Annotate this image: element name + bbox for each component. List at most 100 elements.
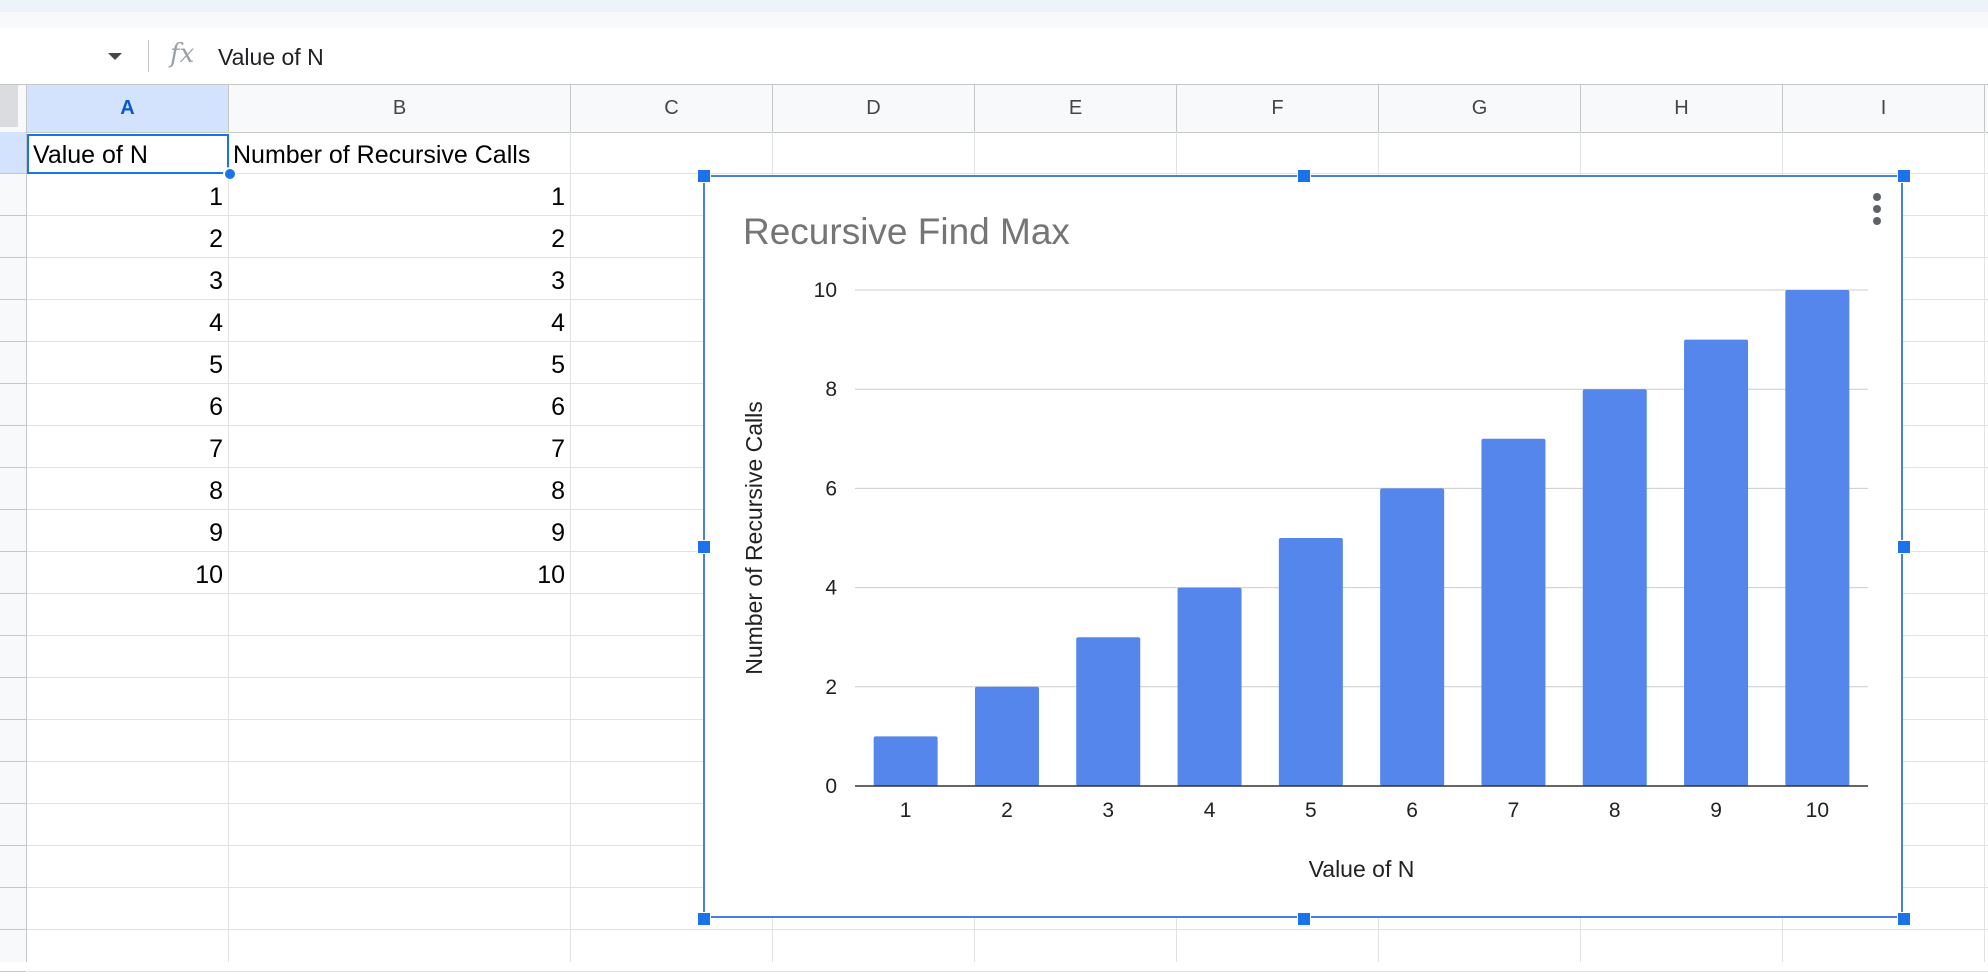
bar-2 <box>974 686 1039 786</box>
row-header-13[interactable] <box>0 636 26 678</box>
grid-column-line <box>228 132 229 962</box>
grid-column-line <box>570 132 571 962</box>
cell-a6[interactable]: 5 <box>209 351 223 379</box>
cell-b1[interactable]: Number of Recursive Calls <box>233 141 531 169</box>
resize-handle-bottom[interactable] <box>1297 912 1311 926</box>
cell-a9[interactable]: 8 <box>209 477 223 505</box>
select-all-corner[interactable] <box>0 85 27 132</box>
resize-handle-bottom-right[interactable] <box>1897 912 1911 926</box>
cell-a5[interactable]: 4 <box>209 309 223 337</box>
grid-column-line <box>1984 132 1985 962</box>
row-header-4[interactable] <box>0 258 26 300</box>
cell-a4[interactable]: 3 <box>209 267 223 295</box>
row-header-5[interactable] <box>0 300 26 342</box>
x-tick-label: 4 <box>1204 799 1216 822</box>
cell-b10[interactable]: 9 <box>551 519 565 547</box>
y-tick-label: 6 <box>825 477 837 500</box>
chart-object[interactable]: Recursive Find Max 0 2 4 6 8 10 1 2 3 4 5 6 7 8 9 10 Valu… <box>703 175 1903 918</box>
cell-b9[interactable]: 8 <box>551 477 565 505</box>
x-tick-label: 10 <box>1806 799 1829 822</box>
cell-a11[interactable]: 10 <box>195 561 223 589</box>
chart-menu-dot-1[interactable] <box>1873 193 1881 201</box>
fx-icon: fx <box>170 39 195 69</box>
x-tick-label: 5 <box>1305 799 1317 822</box>
bar-9 <box>1684 339 1749 786</box>
row-header-15[interactable] <box>0 720 26 762</box>
cell-b5[interactable]: 4 <box>551 309 565 337</box>
y-tick-label: 10 <box>814 279 837 302</box>
chart-menu-dot-3[interactable] <box>1873 217 1881 225</box>
x-tick-label: 6 <box>1406 799 1418 822</box>
row-header-column <box>0 132 27 972</box>
y-tick-label: 0 <box>825 775 837 798</box>
bar-1 <box>873 736 938 786</box>
x-axis-title: Value of N <box>1309 856 1415 882</box>
fill-handle[interactable] <box>223 167 237 181</box>
bar-8 <box>1582 389 1647 786</box>
formula-input[interactable]: Value of N <box>218 44 324 70</box>
cell-b7[interactable]: 6 <box>551 393 565 421</box>
resize-handle-top-left[interactable] <box>697 169 711 183</box>
row-header-14[interactable] <box>0 678 26 720</box>
cell-a10[interactable]: 9 <box>209 519 223 547</box>
x-tick-label: 2 <box>1001 799 1013 822</box>
cell-a2[interactable]: 1 <box>209 183 223 211</box>
cell-b4[interactable]: 3 <box>551 267 565 295</box>
cell-a3[interactable]: 2 <box>209 225 223 253</box>
column-header-g[interactable]: G <box>1379 85 1581 132</box>
active-cell-outline <box>27 134 229 174</box>
row-header-1[interactable] <box>0 132 26 174</box>
cell-b3[interactable]: 2 <box>551 225 565 253</box>
cell-b2[interactable]: 1 <box>551 183 565 211</box>
row-header-16[interactable] <box>0 762 26 804</box>
column-header-d[interactable]: D <box>773 85 975 132</box>
y-tick-label: 2 <box>825 676 837 699</box>
x-tick-label: 1 <box>900 799 912 822</box>
grid-row-line <box>27 173 1988 174</box>
row-header-19[interactable] <box>0 888 26 930</box>
resize-handle-top-right[interactable] <box>1897 169 1911 183</box>
bar-6 <box>1380 488 1445 786</box>
cell-b8[interactable]: 7 <box>551 435 565 463</box>
row-header-6[interactable] <box>0 342 26 384</box>
row-header-18[interactable] <box>0 846 26 888</box>
top-strip <box>0 0 1988 12</box>
cell-a7[interactable]: 6 <box>209 393 223 421</box>
toolbar-strip <box>0 12 1988 28</box>
row-header-20[interactable] <box>0 930 26 972</box>
column-header-e[interactable]: E <box>975 85 1177 132</box>
column-header-h[interactable]: H <box>1581 85 1783 132</box>
column-header-b[interactable]: B <box>229 85 571 132</box>
resize-handle-bottom-left[interactable] <box>697 912 711 926</box>
column-header-a[interactable]: A <box>27 85 229 132</box>
row-header-7[interactable] <box>0 384 26 426</box>
row-header-9[interactable] <box>0 468 26 510</box>
resize-handle-top[interactable] <box>1297 169 1311 183</box>
row-header-11[interactable] <box>0 552 26 594</box>
resize-handle-left[interactable] <box>697 540 711 554</box>
column-header-c[interactable]: C <box>571 85 773 132</box>
column-header-f[interactable]: F <box>1177 85 1379 132</box>
row-header-17[interactable] <box>0 804 26 846</box>
namebox-dropdown-icon[interactable] <box>108 53 122 60</box>
row-header-12[interactable] <box>0 594 26 636</box>
cell-a8[interactable]: 7 <box>209 435 223 463</box>
cell-b6[interactable]: 5 <box>551 351 565 379</box>
cell-a1[interactable]: Value of N <box>33 141 148 169</box>
row-header-10[interactable] <box>0 510 26 552</box>
bar-10 <box>1785 290 1850 786</box>
y-tick-label: 4 <box>825 577 837 600</box>
bar-7 <box>1481 438 1546 786</box>
formula-bar: fx Value of N <box>0 28 1988 85</box>
resize-handle-right[interactable] <box>1897 540 1911 554</box>
column-header-i[interactable]: I <box>1783 85 1985 132</box>
row-header-2[interactable] <box>0 174 26 216</box>
column-header-row: A B C D E F G H I <box>0 85 1988 133</box>
cell-b11[interactable]: 10 <box>537 561 565 589</box>
chart-title: Recursive Find Max <box>743 211 1070 252</box>
row-header-8[interactable] <box>0 426 26 468</box>
x-tick-label: 9 <box>1710 799 1722 822</box>
chart-menu-dot-2[interactable] <box>1873 205 1881 213</box>
row-header-3[interactable] <box>0 216 26 258</box>
